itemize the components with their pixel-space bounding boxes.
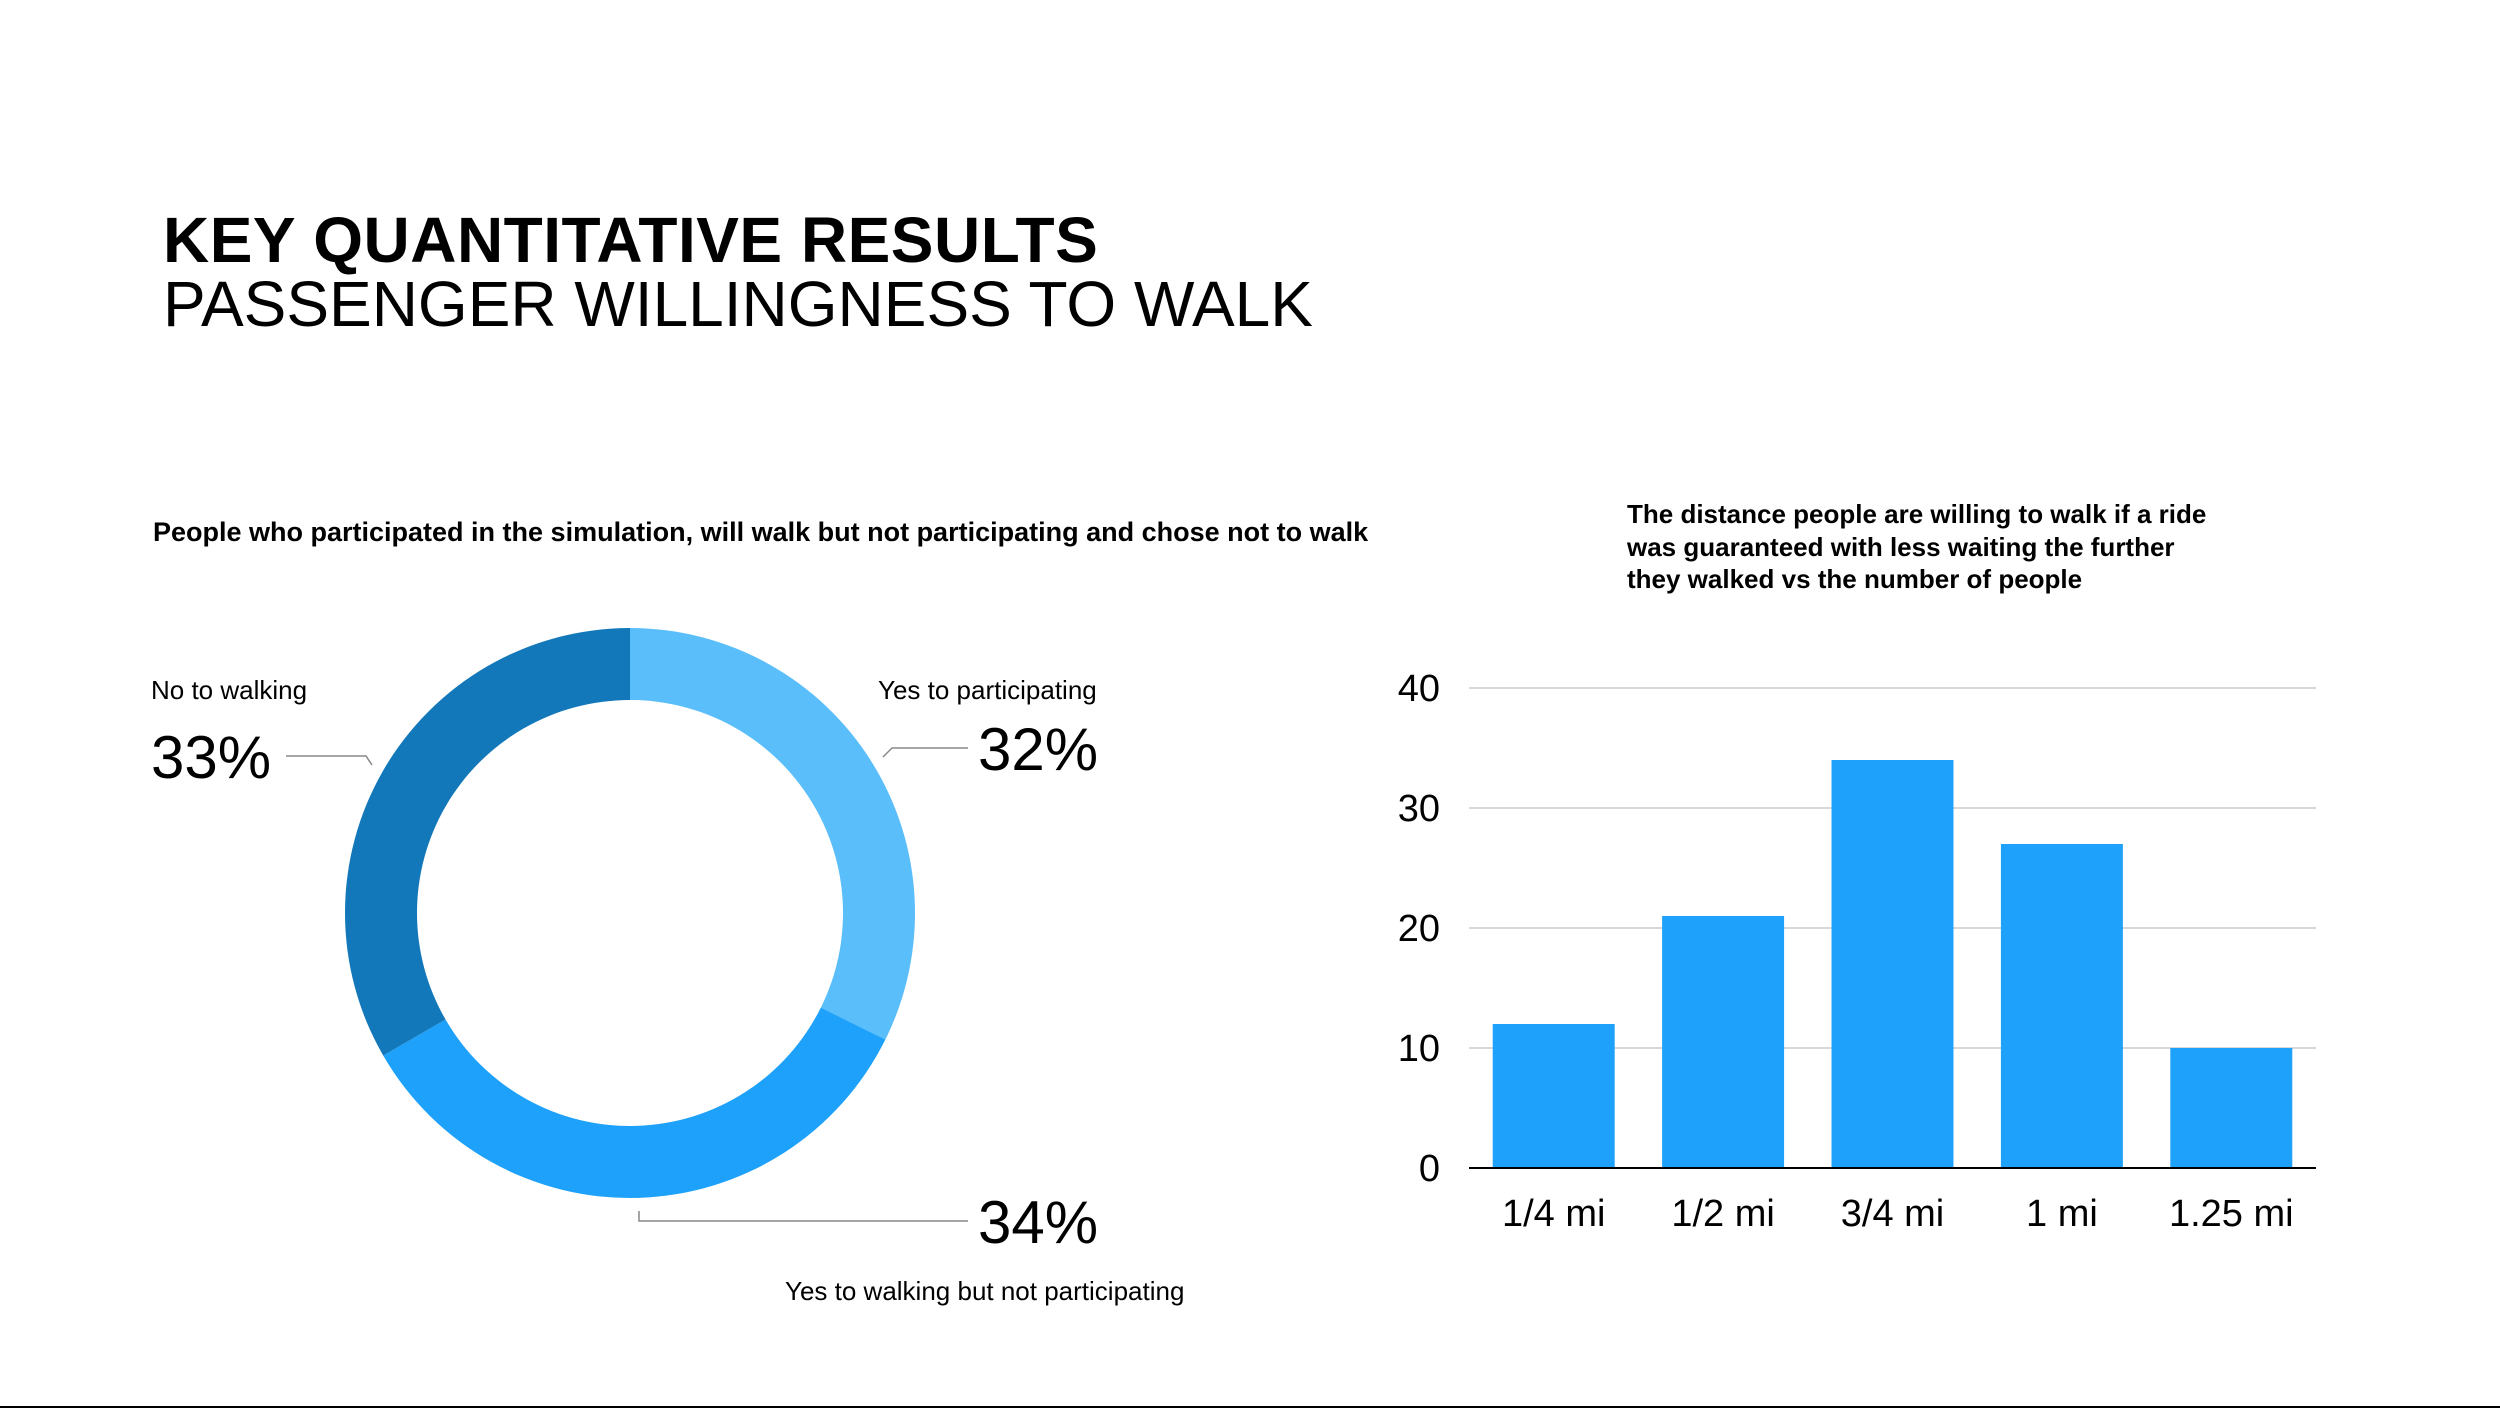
y-tick-label: 0 xyxy=(1419,1148,1440,1190)
bar-chart-caption-line: was guaranteed with less waiting the fur… xyxy=(1627,531,2175,562)
bar-1-4-mi xyxy=(1492,1024,1615,1168)
bar-1-25-mi xyxy=(2170,1048,2293,1168)
x-tick-label: 1 mi xyxy=(2026,1193,2098,1235)
bottom-rule xyxy=(0,1406,2500,1408)
donut-chart xyxy=(345,628,915,1198)
donut-slice-yes-to-participating xyxy=(630,628,915,1040)
bar-chart: 0 10 20 30 40 1/4 mi 1/2 mi 3/4 mi 1 mi 1.25 mi xyxy=(1398,668,2316,1235)
donut-chart-caption: People who participated in the simulatio… xyxy=(153,517,1369,547)
y-tick-label: 30 xyxy=(1398,788,1440,830)
leader-line-no-to-walking xyxy=(286,755,373,766)
slide-title: KEY QUANTITATIVE RESULTS xyxy=(163,204,1099,276)
x-tick-label: 1/2 mi xyxy=(1671,1193,1774,1235)
leader-line-yes-to-participating xyxy=(882,747,968,758)
bar-chart-caption-line: The distance people are willing to walk … xyxy=(1627,499,2207,529)
slice-value-yes-to-participating: 32% xyxy=(978,716,1099,783)
bar-3-4-mi xyxy=(1831,760,1954,1168)
bar-chart-caption: The distance people are willing to walk … xyxy=(1627,498,2206,596)
slide-subtitle: PASSENGER WILLINGNESS TO WALK xyxy=(163,268,1313,340)
donut-slice-yes-to-walking-but-not-participating xyxy=(383,1007,886,1198)
slice-label-no-to-walking: No to walking xyxy=(151,675,308,705)
donut-slice-no-to-walking xyxy=(345,628,630,1056)
bar-chart-caption-line: they walked vs the number of people xyxy=(1627,564,2083,594)
slice-label-yes-to-walking: Yes to walking but not participating xyxy=(785,1276,1185,1306)
x-tick-label: 1.25 mi xyxy=(2169,1193,2294,1235)
x-tick-label: 1/4 mi xyxy=(1502,1193,1605,1235)
y-tick-label: 40 xyxy=(1398,668,1440,710)
slice-value-no-to-walking: 33% xyxy=(151,724,272,791)
slice-value-yes-to-walking: 34% xyxy=(978,1189,1099,1256)
y-tick-label: 20 xyxy=(1398,908,1440,950)
leader-line-yes-to-walking xyxy=(638,1211,968,1222)
slice-label-yes-to-participating: Yes to participating xyxy=(878,675,1097,705)
bar-1-mi xyxy=(2000,844,2123,1168)
x-tick-label: 3/4 mi xyxy=(1841,1193,1944,1235)
y-tick-label: 10 xyxy=(1398,1028,1440,1070)
donut-leader-lines xyxy=(286,747,968,1222)
bar-1-2-mi xyxy=(1662,916,1785,1168)
